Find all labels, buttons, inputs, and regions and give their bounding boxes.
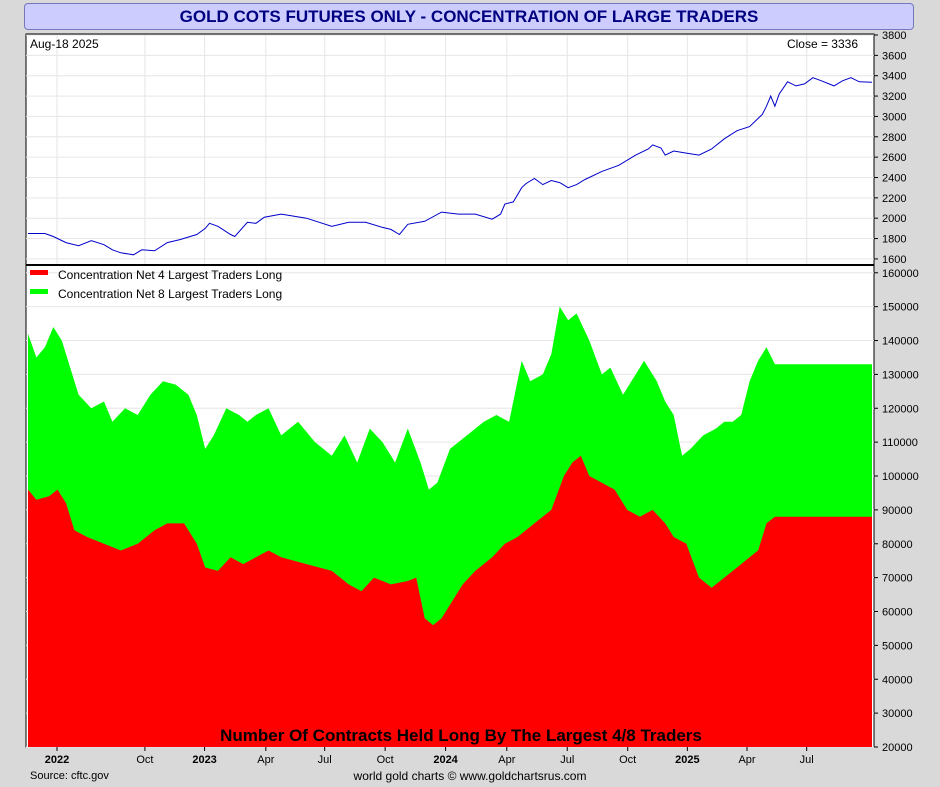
concentration-tick-label: 20000 xyxy=(882,742,913,754)
legend-swatch-8 xyxy=(30,289,48,294)
price-tick-label: 3600 xyxy=(882,50,906,62)
x-tick-label: 2025 xyxy=(675,754,699,766)
x-tick-label: Oct xyxy=(377,754,394,766)
price-tick-label: 3400 xyxy=(882,71,906,83)
price-tick-label: 2400 xyxy=(882,172,906,184)
concentration-tick-label: 150000 xyxy=(882,302,919,314)
concentration-tick-label: 110000 xyxy=(882,437,918,449)
footer-source: Source: cftc.gov xyxy=(30,770,109,782)
concentration-tick-label: 60000 xyxy=(882,607,913,619)
overlay-caption: Number Of Contracts Held Long By The Lar… xyxy=(220,726,702,745)
legend-swatch-4 xyxy=(30,270,48,275)
price-tick-label: 3000 xyxy=(882,111,906,123)
legend-label-4: Concentration Net 4 Largest Traders Long xyxy=(58,268,282,282)
area-4-largest-traders xyxy=(28,455,872,747)
price-tick-label: 2600 xyxy=(882,152,906,164)
concentration-tick-label: 80000 xyxy=(882,539,913,551)
concentration-y-axis: 20000 30000 40000 50000 60000 70000 80000 90000… xyxy=(874,268,919,754)
x-tick-label: Jul xyxy=(800,754,814,766)
x-tick-label: 2023 xyxy=(192,754,216,766)
date-label: Aug-18 2025 xyxy=(30,37,99,51)
concentration-tick-label: 40000 xyxy=(882,674,913,686)
title-bar: GOLD COTS FUTURES ONLY - CONCENTRATION O… xyxy=(24,3,914,30)
legend-label-8: Concentration Net 8 Largest Traders Long xyxy=(58,287,282,301)
x-tick-label: Oct xyxy=(136,754,153,766)
concentration-tick-label: 70000 xyxy=(882,573,913,585)
concentration-tick-label: 160000 xyxy=(882,268,919,280)
price-tick-label: 3200 xyxy=(882,91,906,103)
chart-title: GOLD COTS FUTURES ONLY - CONCENTRATION O… xyxy=(179,7,759,26)
x-tick-label: 2022 xyxy=(45,754,69,766)
price-y-axis: 1600 1800 2000 2200 2400 2600 2800 3000 3200 3400… xyxy=(874,30,906,266)
price-tick-label: 1800 xyxy=(882,234,906,246)
x-tick-label: Apr xyxy=(498,754,515,766)
price-tick-label: 3800 xyxy=(882,30,906,42)
x-tick-label: Jul xyxy=(318,754,332,766)
footer-credit: world gold charts © www.goldchartsrus.co… xyxy=(353,769,587,783)
concentration-tick-label: 140000 xyxy=(882,336,919,348)
concentration-tick-label: 100000 xyxy=(882,471,919,483)
concentration-tick-label: 50000 xyxy=(882,640,913,652)
concentration-tick-label: 120000 xyxy=(882,403,919,415)
concentration-tick-label: 90000 xyxy=(882,505,913,517)
price-tick-label: 2000 xyxy=(882,213,906,225)
x-tick-label: 2024 xyxy=(433,754,458,766)
concentration-tick-label: 130000 xyxy=(882,369,919,381)
concentration-tick-label: 30000 xyxy=(882,708,913,720)
price-tick-label: 2800 xyxy=(882,132,906,144)
gold-price-line xyxy=(28,77,873,256)
close-label: Close = 3336 xyxy=(787,37,858,51)
price-tick-label: 2200 xyxy=(882,193,906,205)
price-gridlines xyxy=(26,34,874,260)
x-tick-label: Jul xyxy=(560,754,574,766)
x-axis: 2022 Oct 2023 Apr Jul Oct 2024 Apr Jul Oct 2025 Apr… xyxy=(45,747,814,766)
price-x-gridlines xyxy=(56,35,808,264)
price-panel xyxy=(25,33,875,266)
x-tick-label: Apr xyxy=(257,754,274,766)
price-tick-label: 1600 xyxy=(882,254,906,266)
x-tick-label: Oct xyxy=(619,754,636,766)
x-tick-label: Apr xyxy=(738,754,755,766)
